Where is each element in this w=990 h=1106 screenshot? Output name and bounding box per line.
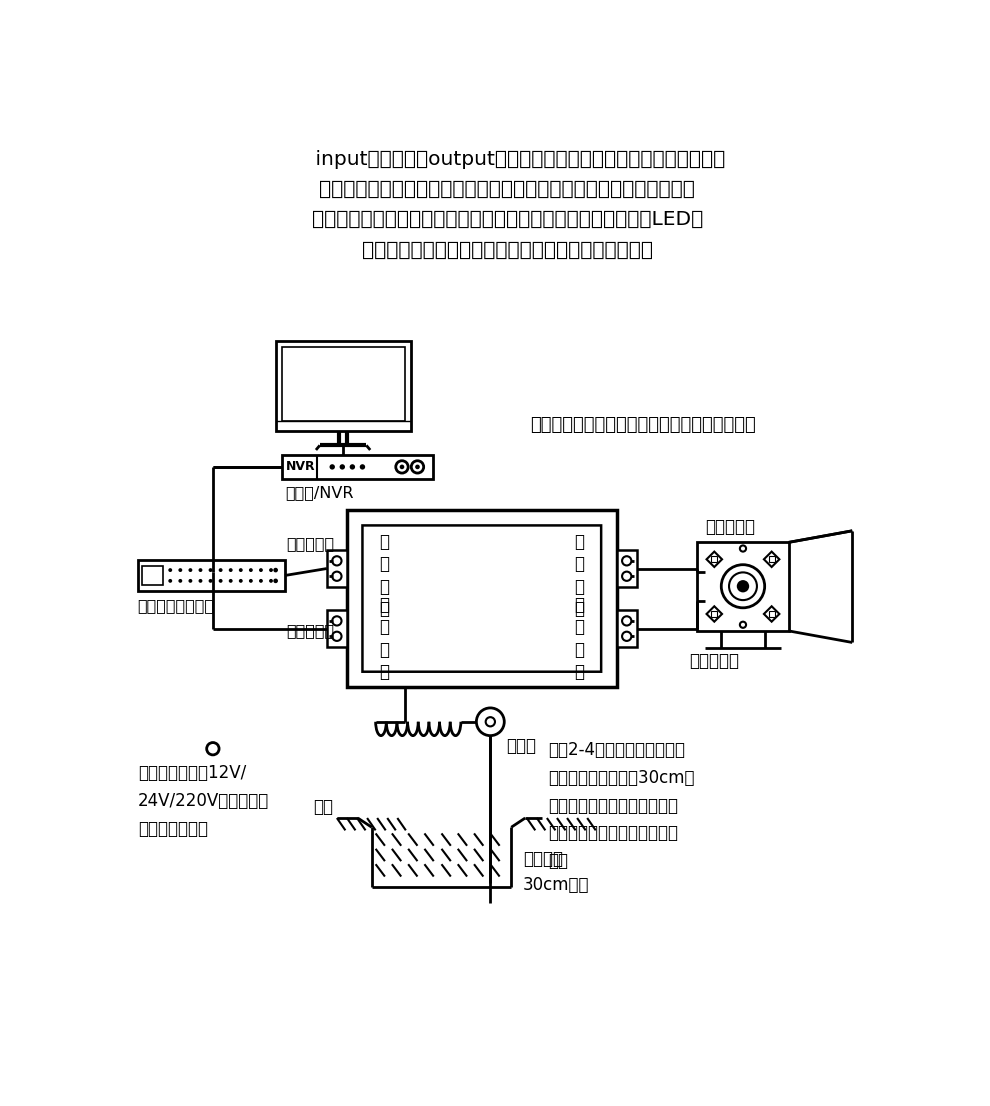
Circle shape: [273, 578, 278, 583]
Bar: [282, 455, 433, 479]
Bar: [282, 347, 405, 420]
Text: 交换机（路由器）: 交换机（路由器）: [138, 598, 215, 614]
Circle shape: [476, 708, 504, 735]
Circle shape: [229, 578, 233, 583]
Circle shape: [622, 616, 632, 626]
Circle shape: [396, 461, 408, 473]
Text: 采用2-4平方的电源线引导地
面绑铜类导体埋地下30cm以
上，也可以接电源的地线或是
其他地网，不可直接接立杆或
墙上: 采用2-4平方的电源线引导地 面绑铜类导体埋地下30cm以 上，也可以接电源的地…: [548, 741, 695, 870]
Circle shape: [411, 461, 424, 473]
Text: input为输入端，output为输出端，输入端接传输线路。输出端接被
保护设备，接地导线与防雷系统接地母线要可靠联接。保护器尽量靠近
被保护的设备。保护器无需: input为输入端，output为输出端，输入端接传输线路。输出端接被 保护设备…: [290, 149, 725, 260]
Text: 显示器/NVR: 显示器/NVR: [286, 486, 354, 500]
Circle shape: [273, 567, 278, 573]
Circle shape: [729, 573, 757, 601]
Text: NVR: NVR: [286, 460, 316, 473]
Circle shape: [349, 465, 355, 470]
Circle shape: [219, 578, 223, 583]
Bar: [346, 510, 617, 687]
Circle shape: [209, 578, 213, 583]
Circle shape: [333, 572, 342, 581]
Circle shape: [259, 578, 263, 583]
Circle shape: [229, 568, 233, 572]
Circle shape: [400, 465, 404, 469]
Circle shape: [622, 556, 632, 565]
Text: 电
源
输
入: 电 源 输 入: [379, 596, 389, 681]
Text: 网络摄像头: 网络摄像头: [705, 518, 755, 535]
Bar: [768, 611, 775, 617]
Text: 摄像头电源: 摄像头电源: [689, 653, 740, 670]
Circle shape: [740, 622, 746, 628]
Text: 电源输入端: 电源输入端: [286, 623, 335, 638]
Circle shape: [622, 572, 632, 581]
Circle shape: [188, 578, 192, 583]
Text: 地面: 地面: [313, 799, 333, 816]
Circle shape: [199, 578, 202, 583]
Text: 深埋地下
30cm以上: 深埋地下 30cm以上: [523, 849, 589, 894]
Circle shape: [207, 742, 219, 755]
Circle shape: [269, 568, 273, 572]
Circle shape: [248, 578, 252, 583]
Circle shape: [622, 632, 632, 640]
Bar: [711, 611, 718, 617]
Bar: [697, 542, 789, 630]
Bar: [617, 550, 637, 587]
Circle shape: [333, 616, 342, 626]
Circle shape: [269, 578, 273, 583]
FancyBboxPatch shape: [362, 525, 601, 671]
Circle shape: [340, 465, 345, 470]
Circle shape: [178, 578, 182, 583]
Circle shape: [239, 568, 243, 572]
Circle shape: [188, 568, 192, 572]
Bar: [617, 611, 637, 647]
Circle shape: [722, 565, 764, 608]
Text: 接地线: 接地线: [506, 738, 536, 755]
Circle shape: [330, 465, 335, 470]
Circle shape: [219, 568, 223, 572]
Circle shape: [737, 580, 749, 593]
Text: 网
络
输
出: 网 络 输 出: [574, 533, 584, 618]
Circle shape: [239, 578, 243, 583]
Bar: [768, 556, 775, 562]
Text: 网络输入端: 网络输入端: [286, 536, 335, 552]
Circle shape: [168, 578, 172, 583]
Bar: [142, 566, 163, 585]
Circle shape: [209, 568, 213, 572]
Circle shape: [168, 568, 172, 572]
Text: 电源输入端可接12V/
24V/220V防雷器输入
与输出电压相同: 电源输入端可接12V/ 24V/220V防雷器输入 与输出电压相同: [138, 764, 269, 837]
Circle shape: [199, 568, 202, 572]
Circle shape: [415, 465, 420, 469]
Circle shape: [333, 632, 342, 640]
Bar: [327, 550, 346, 587]
Circle shape: [740, 545, 746, 552]
Bar: [275, 341, 411, 431]
Bar: [711, 556, 718, 562]
Circle shape: [248, 568, 252, 572]
Bar: [138, 560, 285, 591]
Text: 网
络
输
入: 网 络 输 入: [379, 533, 389, 618]
Circle shape: [259, 568, 263, 572]
Bar: [327, 611, 346, 647]
Circle shape: [178, 568, 182, 572]
Text: 电
源
输
出: 电 源 输 出: [574, 596, 584, 681]
Circle shape: [486, 717, 495, 727]
Circle shape: [359, 465, 365, 470]
Circle shape: [333, 556, 342, 565]
Text: 百兆网络信号，电源，二合一防雷器连接示意图: 百兆网络信号，电源，二合一防雷器连接示意图: [530, 416, 756, 435]
